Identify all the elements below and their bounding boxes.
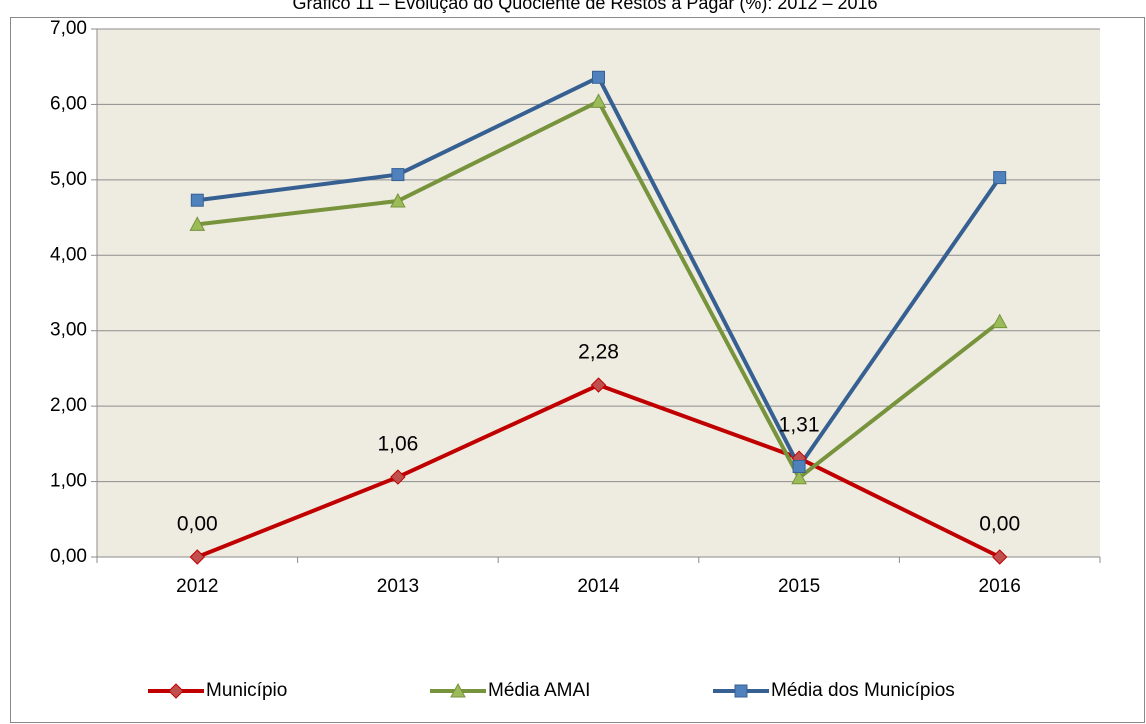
- x-tick-label: 2016: [979, 576, 1021, 597]
- marker: [391, 168, 405, 182]
- x-tick-label: 2015: [778, 576, 820, 597]
- data-label: 0,00: [177, 513, 218, 536]
- chart-title: Gráfico 11 – Evolução do Quociente de Re…: [292, 0, 877, 13]
- marker: [592, 70, 605, 84]
- legend-label: Média AMAI: [488, 680, 590, 701]
- legend-label: Média dos Municípios: [771, 680, 955, 701]
- data-label: 1,31: [779, 414, 820, 437]
- data-label: 1,06: [377, 433, 418, 456]
- marker: [450, 682, 466, 698]
- y-tick-label: 4,00: [50, 244, 87, 265]
- data-label: 0,00: [979, 513, 1020, 536]
- data-label: 2,28: [578, 341, 619, 364]
- marker: [390, 192, 406, 208]
- x-tick-label: 2014: [577, 576, 620, 597]
- marker: [991, 313, 1008, 329]
- marker: [993, 171, 1007, 185]
- y-tick-label: 3,00: [50, 320, 87, 341]
- y-tick-label: 0,00: [50, 546, 87, 567]
- y-tick-label: 2,00: [50, 395, 87, 416]
- y-tick-label: 5,00: [50, 169, 87, 190]
- x-tick-label: 2013: [377, 576, 419, 597]
- y-tick-label: 6,00: [50, 93, 87, 114]
- legend-label: Município: [206, 680, 287, 701]
- y-tick-label: 1,00: [50, 471, 87, 492]
- marker: [590, 377, 607, 393]
- marker: [991, 549, 1008, 565]
- marker: [189, 216, 206, 231]
- marker: [792, 459, 806, 473]
- marker: [791, 469, 807, 485]
- x-tick-label: 2012: [176, 576, 218, 597]
- marker: [390, 469, 406, 485]
- plot-area: [97, 29, 1100, 557]
- marker: [189, 549, 206, 565]
- marker: [590, 93, 607, 108]
- marker: [190, 193, 204, 207]
- marker: [168, 683, 184, 699]
- y-tick-label: 7,00: [50, 18, 87, 39]
- marker: [734, 684, 748, 698]
